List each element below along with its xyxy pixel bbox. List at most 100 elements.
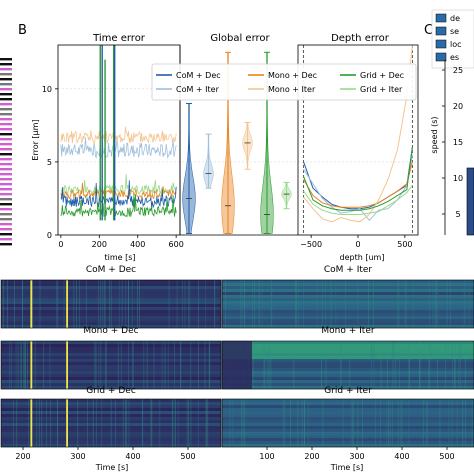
heatmap-streak [11,341,13,389]
heatmap-streak [174,341,175,389]
time-error-spikes [99,45,116,221]
heatmap-streak [167,341,169,389]
heatmap-streak [398,280,400,328]
heatmap-band [1,438,221,442]
strip-band [0,158,12,161]
heatmap-streak [17,341,19,389]
heatmap-streak [252,280,253,328]
heatmap-streak [13,399,14,447]
heatmap-streak [304,399,305,447]
heatmap-streak [316,280,318,328]
heatmap-streak [95,341,97,389]
heatmap-band [1,298,221,302]
heatmap-streak [186,399,188,447]
heatmap-band [1,414,221,418]
heatmap-title: Grid + Iter [324,386,372,396]
heatmap-streak [267,341,269,389]
heatmap-streak [451,341,453,389]
depth-error-xticks: −500 0 500 [300,235,413,249]
strip-band [0,83,12,86]
heatmap-streak [434,280,436,328]
strip-band [0,98,12,101]
heatmap-streak [229,399,231,447]
heatmap-streak [9,341,10,389]
heatmap-streak [462,399,464,447]
heatmap-streak [131,280,133,328]
heatmap-streak [45,399,47,447]
heatmap-band [222,283,474,287]
heatmap-streak [114,399,116,447]
heatmap-streak [92,399,94,447]
heatmap-spike [66,399,68,447]
heatmap-band [222,292,474,296]
heatmap-streak [132,341,134,389]
heatmap-streak [109,280,110,328]
heatmap-band [1,377,221,381]
heatmap-streak [244,399,246,447]
heatmap-streak [386,341,388,389]
heatmap-streak [225,280,226,328]
heatmap-streak [187,280,189,328]
heatmap-streak [362,399,363,447]
heatmap-streak [340,341,342,389]
heatmap-streak [282,399,284,447]
strip-band [0,68,12,71]
heatmap-streak [20,341,22,389]
heatmap-spike [66,280,68,328]
speed-ylabel: speed (s) [430,116,439,153]
heatmap-band [1,362,221,366]
heatmap-streak [357,399,359,447]
heatmap-streak [446,280,448,328]
strip-band [0,188,12,191]
strip-band [0,78,12,81]
strip-band [0,153,12,156]
heatmap-streak [465,399,466,447]
speed-legend-label: de [450,14,460,23]
time-error-yticks: 0 5 10 [42,85,58,240]
xtick-label: 0 [355,240,360,249]
heatmap-streak [101,280,103,328]
heatmap-streak [104,280,106,328]
heatmap-band [1,405,221,409]
heatmap-streak [188,399,190,447]
heatmap-band [1,444,221,448]
heatmap-band [1,417,221,421]
speed-legend-swatch [435,39,447,49]
heatmap-streak [128,280,130,328]
heatmap-band [222,383,474,387]
strip-band [0,123,12,126]
time-error-xlabel: time [s] [104,253,135,262]
heatmap-streak [241,280,243,328]
heatmap-band [222,368,474,372]
heatmap-band [222,341,474,345]
heatmap-xlabel-right: Time [s] [330,463,364,472]
heatmap-streak [105,341,107,389]
heatmap-streak [101,399,103,447]
strip-band [0,113,12,116]
strip-band [0,193,12,196]
time-error-line-grid-dec [60,194,177,218]
heatmap-band [1,313,221,317]
heatmap-band [222,371,474,375]
heatmap-streak [445,341,446,389]
heatmap-streak [352,399,353,447]
heatmap-band [1,411,221,415]
heatmap-band [222,301,474,305]
xtick-label: 600 [169,240,184,249]
heatmap-band [222,347,474,351]
heatmap-streak [380,399,381,447]
legend: CoM + Dec Mono + Dec Grid + Dec CoM + Iter M… [151,63,417,101]
heatmap-streak [307,399,309,447]
heatmap-band [222,414,474,418]
heatmap-band [222,420,474,424]
heatmap-streak [263,341,265,389]
heatmap-band [222,386,474,390]
heatmap-band [222,362,474,366]
speed-bar [466,167,474,236]
heatmap-title: Grid + Dec [86,386,136,396]
heatmap-streak [151,399,153,447]
heatmap-streak [399,341,401,389]
heatmap-band [222,322,474,326]
heatmap-band [222,359,474,363]
